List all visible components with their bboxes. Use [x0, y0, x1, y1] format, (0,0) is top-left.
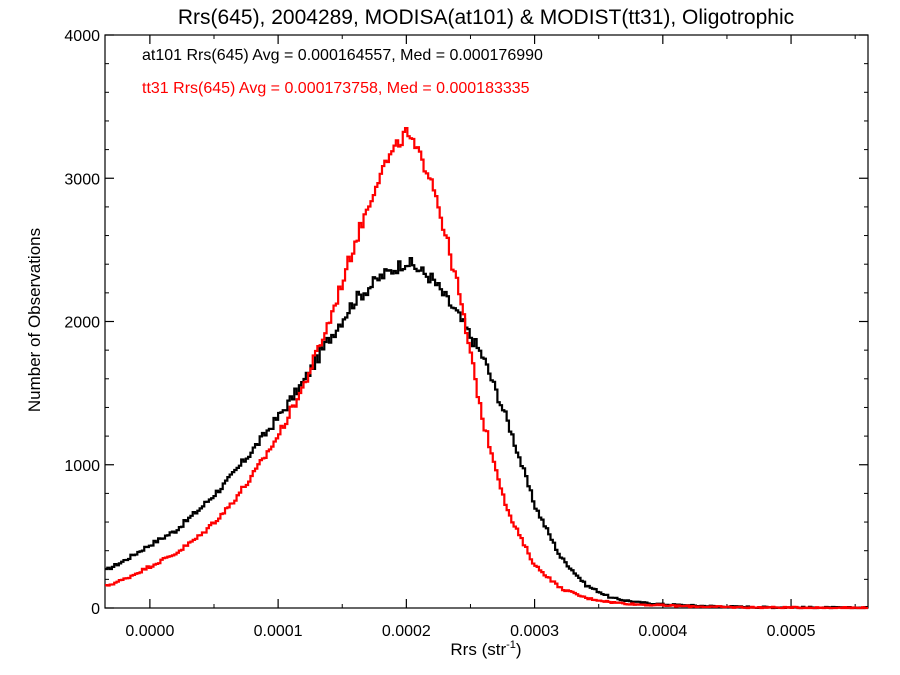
y-tick-label: 1000: [64, 458, 100, 475]
x-tick-label: 0.0000: [125, 623, 174, 640]
y-tick-label: 4000: [64, 28, 100, 45]
x-axis-label: Rrs (str-1): [450, 639, 521, 659]
x-tick-label: 0.0005: [767, 623, 816, 640]
plot-frame: [104, 34, 869, 609]
series-group: [105, 126, 868, 610]
y-tick-label: 0: [91, 601, 100, 618]
y-axis: 0 1000 2000 3000 4000: [64, 28, 868, 618]
x-axis-label-tail: ): [516, 640, 522, 659]
x-tick-label: 0.0004: [638, 623, 687, 640]
annotation-at101: at101 Rrs(645) Avg = 0.000164557, Med = …: [142, 47, 543, 64]
chart-title: Rrs(645), 2004289, MODISA(at101) & MODIS…: [178, 6, 794, 29]
x-tick-label: 0.0002: [382, 623, 431, 640]
x-axis-label-main: Rrs (str: [450, 640, 506, 659]
y-axis-label: Number of Observations: [25, 228, 44, 412]
x-axis: 0.0000 0.0001 0.0002 0.0003 0.0004 0.0005: [125, 35, 856, 640]
series-line-0: [105, 257, 868, 610]
y-tick-label: 3000: [64, 171, 100, 188]
annotation-tt31: tt31 Rrs(645) Avg = 0.000173758, Med = 0…: [142, 80, 530, 97]
series-line-1: [105, 126, 868, 610]
y-tick-label: 2000: [64, 315, 100, 332]
x-tick-label: 0.0001: [254, 623, 303, 640]
x-axis-label-superscript: -1: [506, 639, 516, 651]
x-tick-label: 0.0003: [510, 623, 559, 640]
